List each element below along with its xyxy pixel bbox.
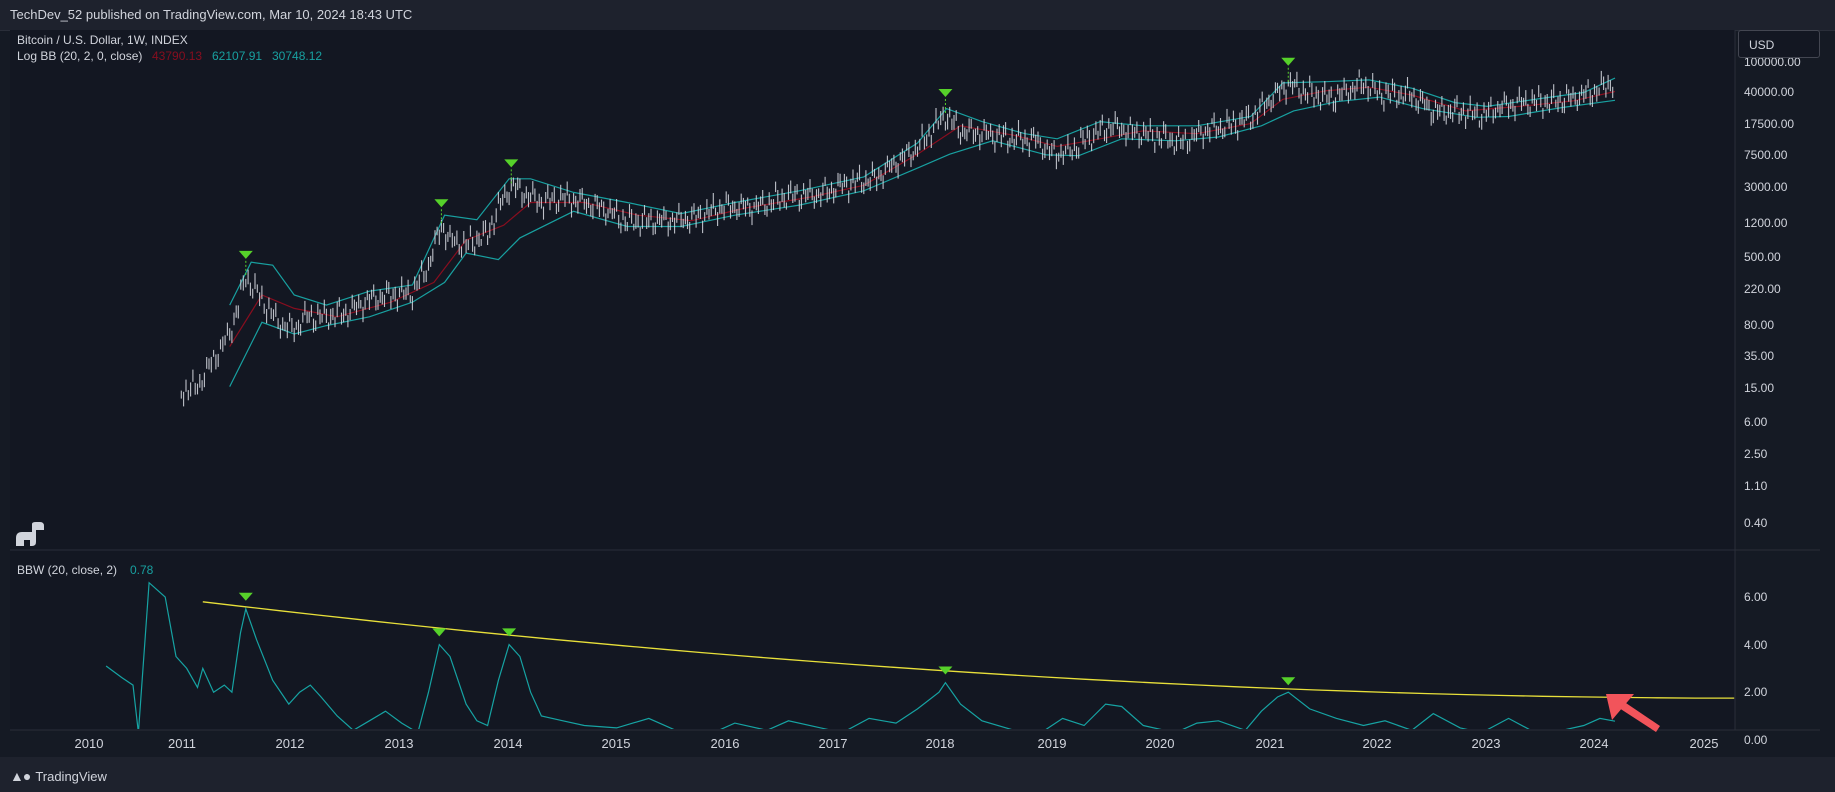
price-tick-label: 40000.00 [1744,85,1794,99]
price-tick-label: 15.00 [1744,381,1774,395]
time-tick-label: 2020 [1146,736,1175,751]
price-tick-label: 3000.00 [1744,180,1788,194]
bbw-peak-marker [432,628,447,637]
bbw-trendline [202,601,1735,699]
bb-basis-value: 43790.13 [152,49,202,63]
time-tick-label: 2017 [819,736,848,751]
bbw-peak-marker [1281,677,1296,686]
bbw-line [105,581,1616,729]
tradingview-logo[interactable]: ▲● TradingView [10,768,107,784]
time-tick-label: 2024 [1580,736,1609,751]
symbol-title: Bitcoin / U.S. Dollar, 1W, INDEX [17,33,188,47]
peak-marker [238,250,253,259]
bbw-tick-label: 4.00 [1744,638,1768,652]
price-pane [180,69,1616,407]
peak-marker [504,159,519,168]
publish-line: TechDev_52 published on TradingView.com,… [10,7,413,22]
time-tick-label: 2022 [1363,736,1392,751]
bbw-value: 0.78 [130,563,154,577]
price-tick-label: 6.00 [1744,415,1768,429]
tradingview-brand: TradingView [35,768,107,784]
bbw-tick-label: 6.00 [1744,590,1768,604]
price-tick-label: 7500.00 [1744,148,1788,162]
bbw-peak-marker [238,592,253,601]
price-tick-label: 220.00 [1744,282,1781,296]
price-tick-label: 80.00 [1744,318,1774,332]
time-tick-label: 2013 [385,736,414,751]
bbw-indicator-name[interactable]: BBW (20, close, 2) [17,563,117,577]
price-tick-label: 500.00 [1744,250,1781,264]
bbw-peak-marker [938,666,953,675]
price-chart[interactable]: 100000.00 40000.00 17500.00 7500.00 3000.00 1… [0,30,1835,757]
time-tick-label: 2012 [276,736,305,751]
price-tick-label: 100000.00 [1744,55,1801,69]
bbw-tick-label: 0.00 [1744,733,1768,747]
pointer-arrow [1606,694,1660,732]
price-tick-label: 1200.00 [1744,216,1788,230]
peak-marker [434,199,449,208]
price-tick-label: 17500.00 [1744,117,1794,131]
time-tick-label: 2019 [1038,736,1067,751]
bbw-peak-marker [502,628,517,637]
bbw-pane [105,581,1735,729]
price-tick-label: 0.40 [1744,516,1768,530]
candles [180,69,1614,407]
bb-upper-value: 62107.91 [212,49,262,63]
price-tick-label: 1.10 [1744,479,1768,493]
bb-lower-value: 30748.12 [272,49,322,63]
time-tick-label: 2021 [1256,736,1285,751]
time-tick-label: 2018 [926,736,955,751]
peak-marker [938,89,953,98]
price-tick-label: 2.50 [1744,447,1768,461]
currency-button[interactable]: USD [1738,30,1820,58]
time-tick-label: 2010 [75,736,104,751]
publish-bar: TechDev_52 published on TradingView.com,… [0,0,1835,31]
time-tick-label: 2016 [711,736,740,751]
tradingview-logo-icon: ▲● [10,768,31,784]
price-tick-label: 35.00 [1744,349,1774,363]
time-tick-label: 2014 [494,736,523,751]
bb-indicator-name[interactable]: Log BB (20, 2, 0, close) [17,49,142,63]
time-tick-label: 2015 [602,736,631,751]
dino-icon [16,522,44,546]
peak-marker [1281,57,1296,66]
time-tick-label: 2023 [1472,736,1501,751]
bbw-tick-label: 2.00 [1744,685,1768,699]
time-tick-label: 2011 [168,736,196,751]
time-tick-label: 2025 [1690,736,1719,751]
chart-background [10,30,1735,730]
bb-lower-line [229,96,1616,387]
footer-bar: ▲● TradingView [0,757,1835,792]
bb-upper-line [229,77,1616,306]
